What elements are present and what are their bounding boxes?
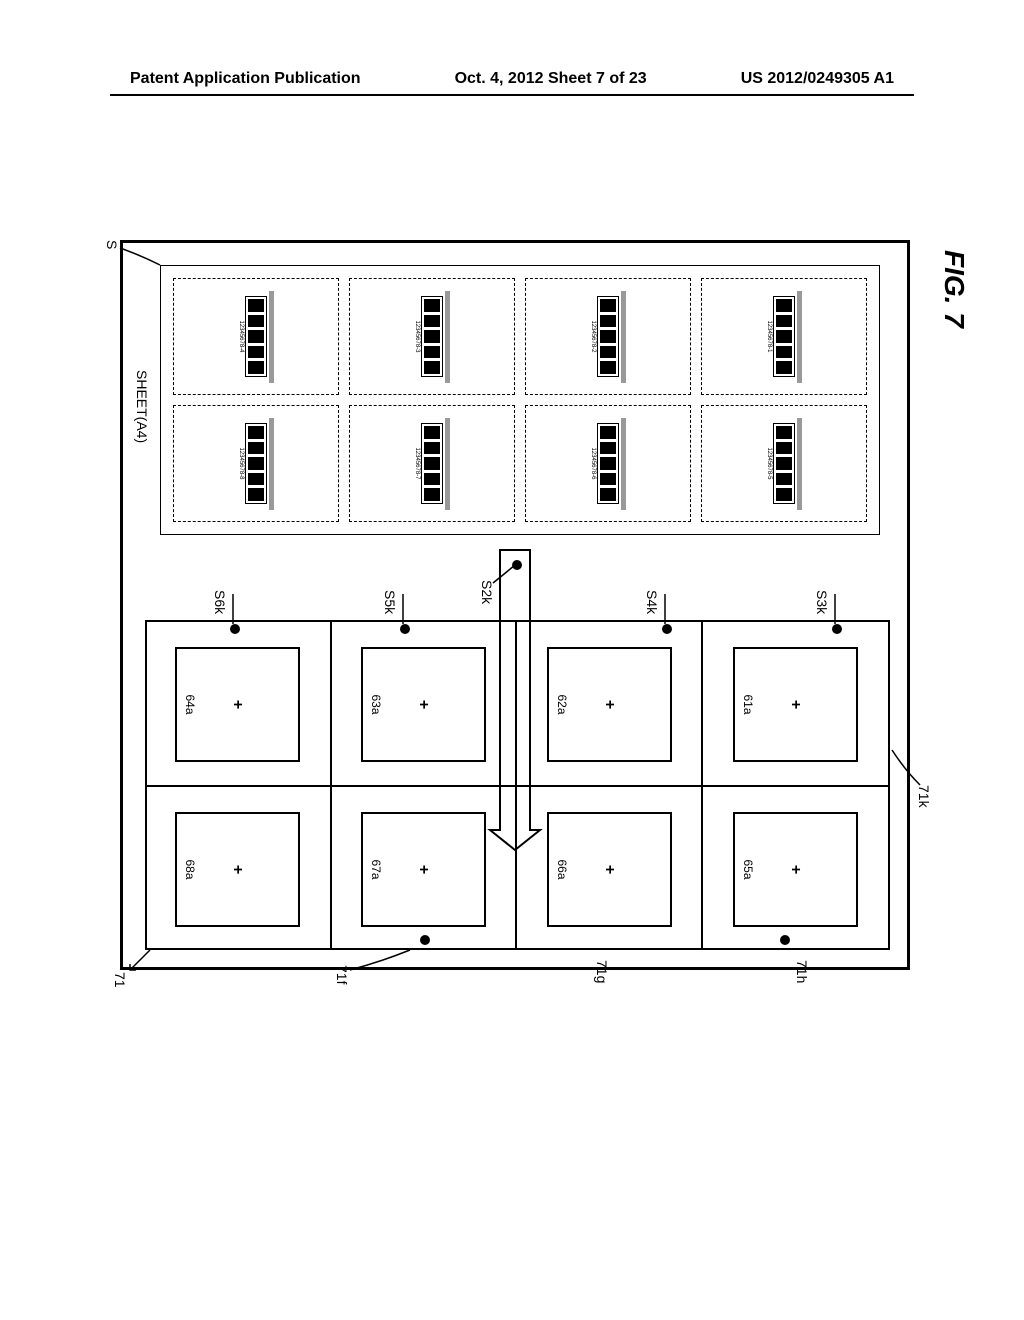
barcode-cell: 12345678-6 [525, 405, 691, 522]
plus-icon: + [787, 865, 805, 874]
sheet-caption: SHEET(A4) [134, 370, 150, 443]
barcode-cell: 12345678-2 [525, 278, 691, 395]
barcode-title-icon [621, 291, 626, 383]
antenna-label: 63a [369, 694, 383, 714]
row-divider [701, 622, 703, 948]
antenna-label: 67a [369, 859, 383, 879]
label-71h: 71h [794, 960, 810, 983]
barcode-cell: 12345678-7 [349, 405, 515, 522]
antenna-61a: + 61a [733, 647, 858, 762]
antenna-label: 66a [555, 859, 569, 879]
sheet-s: 12345678-1 12345678-5 12345678-2 1234567… [160, 265, 880, 535]
row-divider [516, 622, 518, 948]
barcode-number: 12345678-7 [414, 447, 420, 479]
barcode-title-icon [269, 418, 274, 510]
leader-s3k [830, 594, 840, 628]
antenna-65a: + 65a [733, 812, 858, 927]
antenna-label: 65a [741, 859, 755, 879]
leader-s5k [398, 594, 408, 628]
plus-icon: + [601, 865, 619, 874]
antenna-label: 61a [741, 694, 755, 714]
row-divider [330, 622, 332, 948]
barcode-icon [773, 296, 795, 377]
plus-icon: + [229, 700, 247, 709]
label-s6k: S6k [212, 590, 228, 614]
header-rule [110, 94, 914, 96]
plus-icon: + [415, 700, 433, 709]
dot-71g [420, 935, 430, 945]
barcode-cell: 12345678-8 [173, 405, 339, 522]
barcode-number: 12345678-6 [590, 447, 596, 479]
barcode-cell: 12345678-5 [701, 405, 867, 522]
barcode-icon [421, 423, 443, 504]
plus-icon: + [415, 865, 433, 874]
barcode-cell: 12345678-1 [701, 278, 867, 395]
barcode-number: 12345678-4 [238, 320, 244, 352]
barcode-icon [245, 296, 267, 377]
barcode-icon [597, 423, 619, 504]
barcode-icon [421, 296, 443, 377]
antenna-64a: + 64a [175, 647, 300, 762]
label-71g: 71g [594, 960, 610, 983]
leader-s4k [660, 594, 670, 628]
line-71k [147, 785, 888, 787]
label-s3k: S3k [814, 590, 830, 614]
leader-71f [340, 950, 410, 980]
barcode-title-icon [445, 418, 450, 510]
antenna-68a: + 68a [175, 812, 300, 927]
barcode-cell: 12345678-3 [349, 278, 515, 395]
antenna-67a: + 67a [361, 812, 486, 927]
barcode-icon [773, 423, 795, 504]
barcode-number: 12345678-8 [238, 447, 244, 479]
plus-icon: + [229, 865, 247, 874]
antenna-63a: + 63a [361, 647, 486, 762]
plus-icon: + [601, 700, 619, 709]
header-right: US 2012/0249305 A1 [741, 70, 894, 88]
leader-s6k [228, 594, 238, 628]
label-71k: 71k [916, 785, 932, 808]
rect-71: + 61a + 65a + 62a + 66a + 63a + 67a + 64… [145, 620, 890, 950]
barcode-grid: 12345678-1 12345678-5 12345678-2 1234567… [161, 266, 879, 534]
barcode-title-icon [445, 291, 450, 383]
figure-title: FIG. 7 [938, 250, 970, 328]
dot-71h [780, 935, 790, 945]
antenna-label: 64a [183, 694, 197, 714]
barcode-icon [597, 296, 619, 377]
header-left: Patent Application Publication [130, 70, 361, 88]
plus-icon: + [787, 700, 805, 709]
antenna-66a: + 66a [547, 812, 672, 927]
barcode-number: 12345678-1 [766, 320, 772, 352]
barcode-title-icon [621, 418, 626, 510]
leader-71k [890, 750, 920, 790]
figure-7: FIG. 7 12345678-1 12345678-5 12345678-2 [120, 240, 910, 970]
header-mid: Oct. 4, 2012 Sheet 7 of 23 [455, 70, 647, 88]
antenna-label: 62a [555, 694, 569, 714]
barcode-title-icon [797, 291, 802, 383]
label-s: S [104, 240, 120, 249]
barcode-title-icon [269, 291, 274, 383]
barcode-cell: 12345678-4 [173, 278, 339, 395]
label-s5k: S5k [382, 590, 398, 614]
barcode-title-icon [797, 418, 802, 510]
barcode-number: 12345678-2 [590, 320, 596, 352]
barcode-icon [245, 423, 267, 504]
barcode-number: 12345678-3 [414, 320, 420, 352]
antenna-label: 68a [183, 859, 197, 879]
label-71: 71 [112, 972, 128, 988]
label-s4k: S4k [644, 590, 660, 614]
label-71f: 71f [334, 965, 350, 984]
antenna-62a: + 62a [547, 647, 672, 762]
barcode-number: 12345678-5 [766, 447, 772, 479]
